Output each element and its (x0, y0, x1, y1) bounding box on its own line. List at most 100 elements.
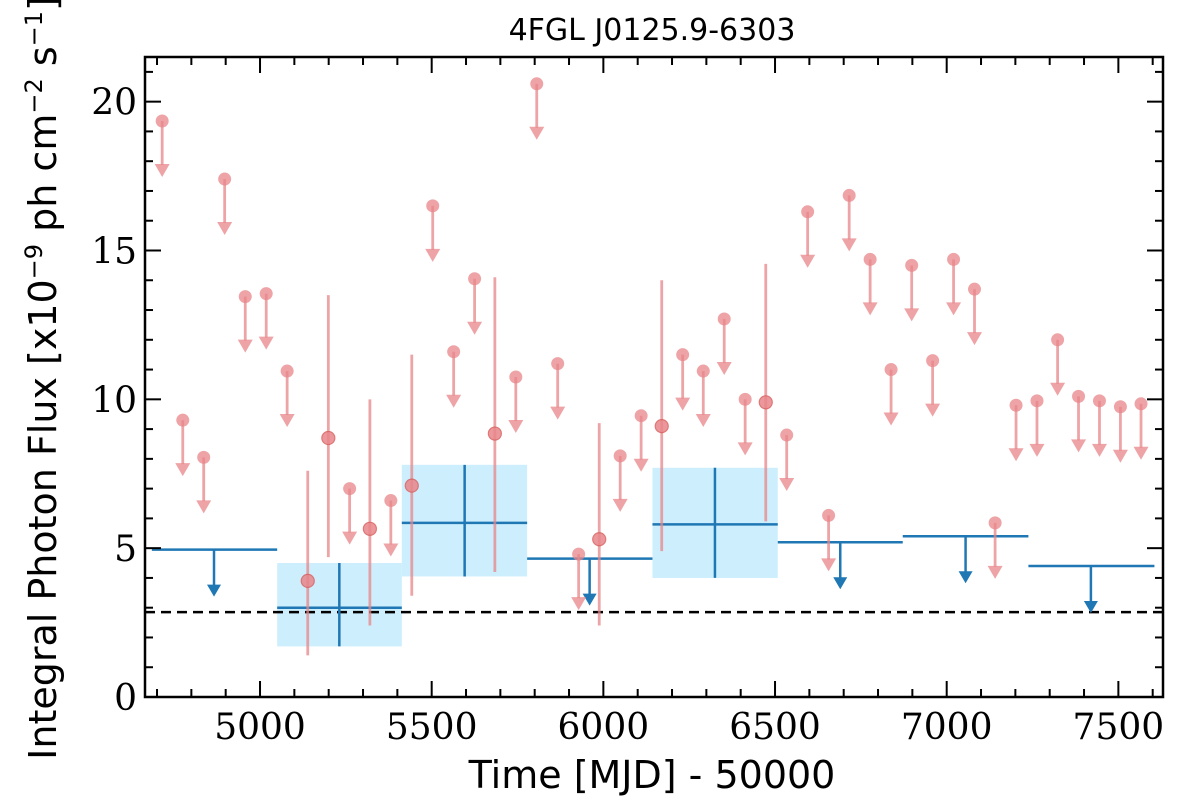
short-bin-upper-limit-arrow (967, 332, 983, 346)
short-bin-upper-limit-arrow (862, 302, 878, 316)
y-axis-title-exp3: −1 (20, 11, 48, 46)
short-bin-upper-limit-point (863, 252, 877, 266)
short-bin-upper-limit-arrow (1008, 448, 1024, 462)
short-bin-upper-limit-point (1009, 398, 1023, 412)
short-bin-upper-limit-point (613, 449, 627, 463)
short-bin-upper-limit-arrow (925, 403, 941, 417)
short-bin-upper-limit-arrow (695, 414, 711, 428)
long-bin-upper-limit-arrow (582, 593, 597, 606)
short-bin-upper-limit-arrow (1071, 439, 1087, 453)
chart-title: 4FGL J0125.9-6303 (509, 13, 796, 48)
short-bin-upper-limit-point (176, 413, 190, 427)
short-bin-upper-limit-arrow (675, 397, 691, 411)
short-bin-upper-limit-point (468, 272, 482, 286)
short-bin-upper-limit-point (988, 516, 1002, 530)
short-bin-upper-limit-arrow (237, 339, 253, 353)
x-tick-label: 6500 (729, 707, 821, 748)
short-bin-upper-limit-arrow (279, 414, 295, 428)
short-bin-upper-limit-point (197, 450, 211, 464)
x-tick-label: 5000 (214, 707, 306, 748)
short-bin-upper-limit-point (926, 354, 940, 368)
short-bin-upper-limit-point (947, 252, 961, 266)
short-bin-upper-limit-arrow (258, 336, 274, 350)
short-bin-upper-limit-arrow (633, 458, 649, 472)
short-bin-upper-limit-arrow (154, 164, 170, 177)
short-bin-upper-limit-arrow (716, 361, 732, 375)
x-tick-label: 6000 (558, 707, 650, 748)
y-axis-title-prefix: Integral Photon Flux [x10 (21, 279, 65, 760)
short-bin-upper-limit-arrow (1050, 382, 1066, 396)
axes (143, 55, 1165, 699)
long-bin-upper-limit-arrow (207, 584, 222, 597)
short-bin-upper-limit-arrow (342, 531, 358, 545)
long-bin-upper-limit-arrow (958, 571, 973, 584)
long-bin-upper-limit-arrow (1083, 601, 1098, 614)
short-bin-upper-limit-point (696, 364, 710, 378)
short-bin-upper-limit-arrow (737, 442, 753, 456)
short-bin-upper-limit-point (1051, 333, 1065, 347)
y-axis-title-suffix: ] (21, 0, 65, 11)
short-bin-upper-limit-arrow (1112, 449, 1128, 463)
short-bin-upper-limit-point (884, 363, 898, 377)
short-bin-upper-limit-point (572, 547, 586, 561)
tick-labels: 5000 5500 6000 6500 7000 7500 0 5 10 15 20 (91, 83, 1164, 748)
short-bin-upper-limit-point (384, 494, 398, 508)
short-bin-upper-limit-arrow (779, 478, 795, 492)
short-bin-detection-point (592, 532, 607, 547)
short-bin-upper-limit-point (218, 172, 232, 186)
short-bin-upper-limit-point (842, 188, 856, 202)
y-axis-title-mid: ph cm (21, 114, 65, 244)
y-axis-title: Integral Photon Flux [x10−9 ph cm−2 s−1] (20, 0, 65, 760)
short-bin-upper-limit-arrow (175, 463, 191, 477)
short-bin-upper-limit-arrow (383, 543, 399, 557)
short-bin-upper-limit-point (551, 357, 565, 371)
short-bin-upper-limit-point (1030, 394, 1044, 408)
x-tick-label: 7000 (901, 707, 993, 748)
short-bin-upper-limit-point (238, 290, 252, 304)
short-bin-detection-point (487, 426, 502, 441)
y-tick-label: 5 (114, 529, 137, 570)
short-bin-upper-limit-arrow (904, 308, 920, 322)
short-bin-upper-limit-arrow (1029, 443, 1045, 457)
short-bin-upper-limit-arrow (1133, 446, 1149, 460)
short-bin-upper-limit-arrow (550, 406, 566, 420)
short-bin-upper-limit-point (822, 508, 836, 522)
short-bin-upper-limit-arrow (841, 238, 857, 252)
plot-frame (143, 55, 1165, 699)
y-tick-label: 15 (91, 231, 137, 272)
x-tick-label: 7500 (1073, 707, 1165, 748)
short-bin-upper-limit-point (530, 77, 544, 91)
short-bin-upper-limit-arrow (1091, 443, 1107, 457)
short-bin-upper-limit-arrow (612, 498, 628, 512)
short-bin-upper-limit-arrow (467, 321, 483, 335)
short-bin-upper-limit-point (259, 287, 273, 301)
short-bin-upper-limit-arrow (883, 412, 899, 426)
short-bin-upper-limit-point (1072, 389, 1086, 403)
short-bin-detection-point (758, 395, 773, 410)
short-bin-upper-limit-point (426, 199, 440, 213)
short-bin-detection-point (362, 521, 377, 536)
short-bin-upper-limit-arrow (217, 222, 233, 236)
y-axis-title-mid2: s (21, 46, 65, 78)
long-bin-series (151, 464, 1155, 647)
short-bin-upper-limit-point (1092, 394, 1106, 408)
short-bin-upper-limit-point (717, 312, 731, 326)
short-bin-upper-limit-arrow (529, 126, 545, 140)
y-tick-label: 20 (91, 83, 137, 124)
short-bin-upper-limit-point (1134, 397, 1148, 411)
short-bin-upper-limit-point (280, 364, 294, 378)
short-bin-upper-limit-arrow (800, 254, 816, 268)
short-bin-upper-limit-point (634, 409, 648, 423)
short-bin-upper-limit-arrow (946, 302, 962, 316)
y-axis-title-exp2: −2 (20, 78, 48, 113)
short-bin-upper-limit-arrow (425, 248, 441, 262)
short-bin-detection-point (321, 430, 336, 446)
short-bin-upper-limit-point (343, 482, 357, 496)
long-bin-upper-limit-arrow (833, 577, 848, 590)
short-bin-series (154, 77, 1149, 656)
short-bin-upper-limit-point (155, 114, 169, 128)
y-axis-title-exp1: −9 (20, 244, 48, 279)
short-bin-detection-point (654, 419, 669, 434)
short-bin-upper-limit-arrow (508, 420, 524, 433)
